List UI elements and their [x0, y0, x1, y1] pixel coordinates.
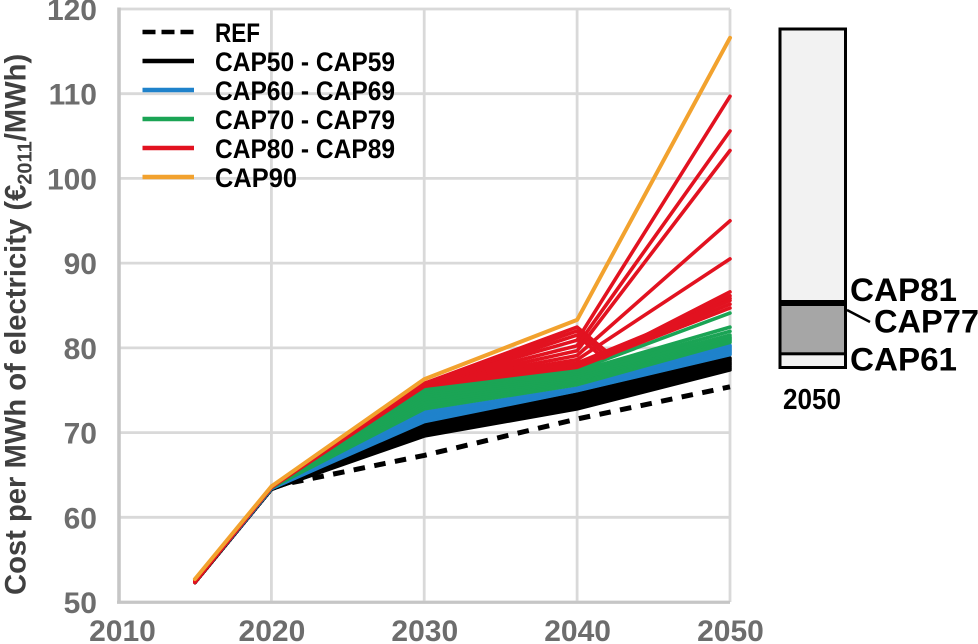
svg-text:80: 80 — [64, 333, 97, 366]
svg-text:CAP70 - CAP79: CAP70 - CAP79 — [215, 105, 395, 135]
svg-text:50: 50 — [64, 587, 97, 620]
svg-text:90: 90 — [64, 248, 97, 281]
svg-text:CAP81: CAP81 — [850, 272, 957, 308]
svg-text:2040: 2040 — [544, 615, 611, 644]
svg-text:110: 110 — [49, 79, 97, 112]
svg-text:70: 70 — [64, 418, 97, 451]
svg-text:CAP50 - CAP59: CAP50 - CAP59 — [215, 47, 395, 77]
svg-text:2030: 2030 — [391, 615, 458, 644]
svg-text:100: 100 — [47, 163, 97, 196]
svg-text:2020: 2020 — [239, 615, 306, 644]
svg-text:CAP61: CAP61 — [850, 342, 957, 378]
svg-text:REF: REF — [215, 18, 260, 48]
svg-text:CAP77: CAP77 — [874, 304, 978, 340]
svg-text:CAP80 - CAP89: CAP80 - CAP89 — [215, 134, 395, 164]
svg-text:2010: 2010 — [89, 615, 156, 644]
svg-text:Cost per MWh of electricity (€: Cost per MWh of electricity (€2011/MWh) — [1, 54, 37, 595]
svg-text:60: 60 — [64, 502, 97, 535]
svg-text:2050: 2050 — [783, 384, 841, 416]
svg-text:120: 120 — [47, 0, 97, 27]
svg-text:CAP90: CAP90 — [215, 163, 297, 193]
svg-text:2050: 2050 — [697, 615, 764, 644]
svg-text:CAP60 - CAP69: CAP60 - CAP69 — [215, 76, 395, 106]
